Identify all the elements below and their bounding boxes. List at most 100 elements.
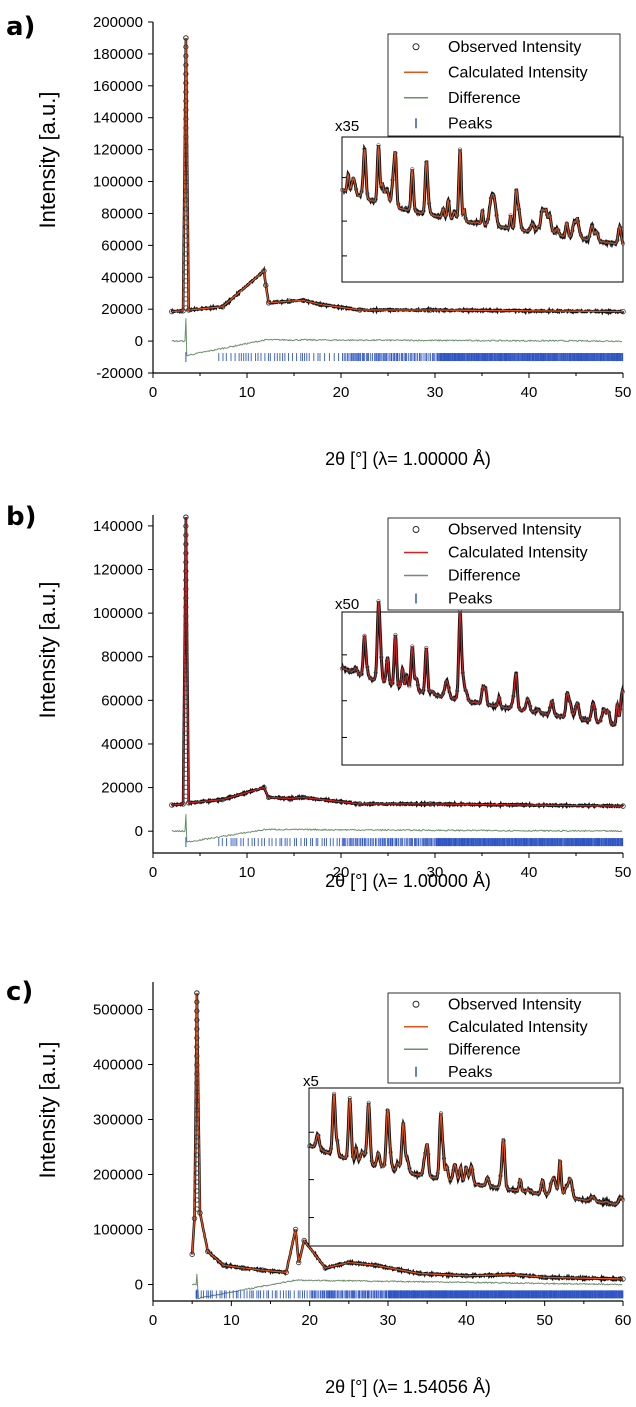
observed-point — [183, 568, 189, 574]
inset-observed-point — [570, 1188, 575, 1193]
inset-observed-point — [435, 693, 440, 698]
y-tick-label: 120000 — [93, 562, 143, 579]
calculated-intensity-line — [191, 992, 623, 1280]
inset-observed-point — [310, 1144, 315, 1149]
inset-observed-point — [614, 1201, 619, 1206]
inset-observed-point — [354, 666, 359, 671]
inset-observed-point — [601, 706, 606, 712]
y-tick-label: 40000 — [101, 736, 143, 753]
legend-entry: Peaks — [448, 115, 492, 132]
inset-observed-point — [407, 204, 412, 210]
inset-observed-point — [441, 691, 446, 696]
y-tick-label: 300000 — [93, 1112, 143, 1129]
y-tick-label: 100000 — [93, 605, 143, 622]
inset-observed-point — [564, 1183, 569, 1188]
inset-observed-point — [354, 187, 359, 192]
inset-observed-point — [325, 1150, 330, 1155]
observed-point — [183, 80, 189, 86]
observed-point — [510, 1271, 517, 1278]
legend-symbol-observed — [412, 526, 420, 533]
inset-observed-point — [620, 1197, 626, 1202]
observed-point — [620, 803, 626, 809]
observed-point — [194, 1134, 200, 1140]
difference-line — [171, 814, 623, 843]
inset-observed-point — [344, 1153, 349, 1158]
inset-observed-point — [542, 208, 547, 213]
inset-observed-point — [482, 1182, 487, 1187]
inset-observed-point — [429, 689, 435, 694]
observed-point — [183, 107, 189, 113]
observed-point — [183, 622, 189, 628]
y-tick-label: 400000 — [93, 1057, 143, 1074]
y-tick-label: 500000 — [93, 1002, 143, 1019]
inset-observed-point — [584, 718, 589, 723]
inset-observed-point — [587, 234, 592, 239]
observed-point — [194, 1035, 200, 1041]
inset-observed-point — [620, 241, 626, 246]
inset-observed-point — [363, 1150, 368, 1156]
inset-observed-point — [522, 228, 527, 233]
inset-observed-point — [384, 186, 390, 191]
observed-point — [296, 1259, 302, 1266]
y-axis-label: Intensity [a.u.] — [35, 92, 60, 229]
observed-point — [194, 1017, 200, 1023]
inset-scale-label: x35 — [335, 118, 359, 135]
inset-observed-point — [332, 1091, 337, 1096]
inset-observed-point — [595, 231, 600, 236]
inset-observed-point — [463, 216, 468, 221]
inset-observed-point — [379, 655, 384, 660]
observed-point — [620, 1276, 626, 1282]
panel-2: b) 0 10 20 30 40 50 0 20000 40000 60000 80000 100000… — [6, 502, 631, 891]
observed-point — [301, 1237, 307, 1244]
observed-point — [183, 703, 189, 709]
inset-observed-point — [438, 213, 443, 218]
inset-observed-point — [316, 1133, 321, 1138]
inset-observed-point — [455, 688, 460, 694]
observed-point — [265, 794, 272, 801]
inset-observed-point — [452, 697, 457, 702]
inset-observed-point — [454, 1169, 459, 1174]
inset-observed-point — [419, 1170, 425, 1176]
inset-observed-point — [523, 1188, 528, 1193]
inset-observed-point — [426, 1152, 431, 1157]
inset-observed-point — [539, 711, 544, 716]
inset-observed-point — [345, 667, 350, 672]
observed-point — [183, 712, 189, 718]
calculated-intensity-line — [171, 37, 623, 313]
observed-point — [183, 739, 189, 745]
observed-point — [220, 1262, 227, 1268]
inset-observed-point — [472, 221, 477, 226]
inset-observed-point — [522, 706, 527, 711]
observed-point — [372, 1262, 379, 1268]
observed-point — [183, 197, 189, 203]
inset-observed-point — [526, 1187, 531, 1192]
inset-observed-point — [366, 1100, 371, 1105]
inset-observed-point — [510, 1188, 516, 1194]
inset-observed-point — [390, 680, 395, 686]
difference-line — [171, 318, 623, 357]
observed-point — [292, 1226, 299, 1233]
observed-point — [194, 1152, 200, 1158]
observed-point — [194, 1008, 200, 1014]
inset-observed-point — [347, 1095, 352, 1101]
inset-observed-point — [603, 710, 609, 715]
inset-observed-point — [351, 669, 356, 674]
observed-point — [183, 62, 189, 68]
inset-observed-point — [385, 1108, 390, 1113]
inset-observed-point — [362, 633, 367, 639]
inset-observed-point — [536, 225, 541, 230]
observed-point — [183, 595, 189, 601]
inset-observed-point — [536, 1190, 541, 1195]
x-tick-label: 30 — [380, 1312, 397, 1329]
inset-observed-point — [508, 704, 513, 709]
inset-observed-point — [373, 670, 378, 675]
observed-point — [180, 801, 186, 807]
inset-observed-point — [339, 666, 345, 671]
observed-point — [183, 532, 189, 538]
observed-point — [191, 1215, 198, 1222]
inset-observed-point — [410, 644, 415, 649]
legend-entry: Peaks — [448, 1064, 492, 1081]
observed-point — [194, 1107, 200, 1113]
inset-observed-point — [517, 1180, 522, 1186]
y-tick-label: 100000 — [93, 1222, 143, 1239]
